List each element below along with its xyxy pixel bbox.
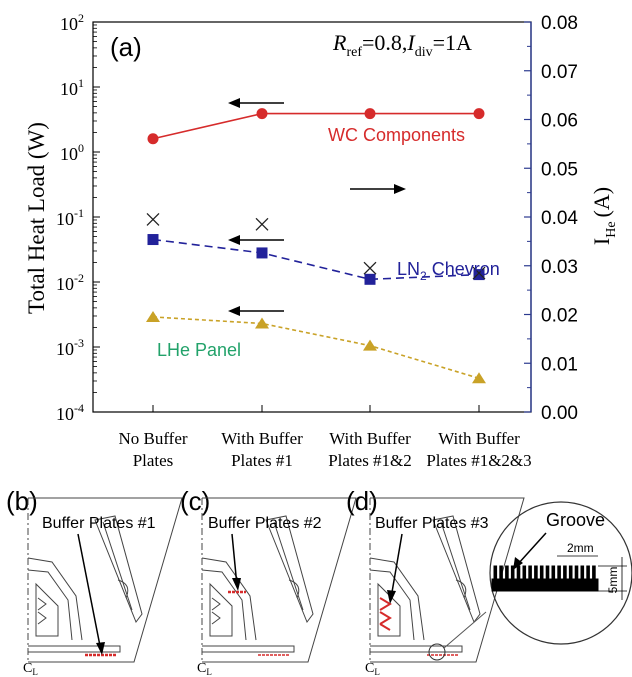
x-tick-label: With Buffer: [329, 429, 411, 448]
right-tick-label: 0.00: [541, 403, 578, 424]
groove-tooth: [586, 565, 590, 581]
right-tick-label: 0.06: [541, 111, 578, 132]
groove-tooth: [539, 565, 544, 581]
groove-tooth: [493, 565, 498, 581]
arrow-left-lhe: [228, 306, 284, 316]
groove-tooth: [499, 565, 503, 581]
data-point-square: [256, 247, 268, 259]
centerline-mark-d: CL: [365, 661, 380, 677]
left-tick-label: 100: [60, 141, 84, 164]
left-axis-title: Total Heat Load (W): [24, 122, 49, 314]
x-tick-label: Plates #1&2&3: [426, 451, 531, 470]
groove-tooth: [580, 565, 585, 581]
data-point-square: [473, 269, 485, 281]
buffer-plate-3: [379, 597, 392, 631]
panel-b-caption: Buffer Plates #1: [42, 515, 156, 532]
right-tick-label: 0.01: [541, 354, 578, 375]
data-point-triangle: [146, 310, 160, 322]
left-axis-ticks: 10-4 10-3 10-2 10-1 100 101 102: [56, 11, 100, 424]
data-point-square: [364, 273, 376, 285]
groove-tooth: [551, 565, 556, 581]
groove-tooth: [574, 565, 579, 581]
dimension-5mm: 5mm: [606, 567, 620, 594]
left-tick-label: 10-1: [56, 206, 84, 229]
x-tick-label: Plates #1: [231, 451, 293, 470]
series-line: [152, 112, 479, 140]
panel-b: (b) Buffer Plates #1 CL: [6, 486, 183, 677]
groove-tooth: [568, 565, 573, 581]
right-tick-label: 0.07: [541, 62, 578, 83]
right-tick-label: 0.05: [541, 159, 578, 180]
series-layer: [146, 108, 486, 384]
arrow-left-wc: [228, 98, 284, 108]
right-tick-label: 0.02: [541, 306, 578, 327]
panel-c-caption: Buffer Plates #2: [208, 515, 322, 532]
centerline-mark-b: CL: [23, 661, 38, 677]
data-point-circle: [147, 133, 159, 145]
data-point-circle: [256, 108, 268, 120]
groove-tooth: [528, 565, 532, 581]
data-point-x: [146, 212, 160, 226]
groove-base: [491, 578, 599, 592]
groove-tooth: [516, 565, 521, 581]
data-point-triangle: [255, 317, 269, 329]
left-tick-label: 10-3: [56, 336, 84, 359]
groove-teeth: [491, 565, 599, 592]
panel-label-b: (b): [6, 486, 38, 516]
x-axis-ticks: No Buffer Plates With Buffer Plates #1 With …: [118, 405, 532, 470]
panel-label-c: (c): [180, 486, 210, 516]
groove-tooth: [557, 565, 561, 581]
panel-d-caption: Buffer Plates #3: [375, 515, 489, 532]
groove-detail: Groove 2mm 5mm: [489, 501, 632, 645]
right-tick-label: 0.04: [541, 208, 578, 229]
x-tick-label: Plates #1&2: [328, 451, 412, 470]
arrow-left-ln2: [228, 235, 284, 245]
groove-tooth: [510, 565, 515, 581]
series-line: [152, 238, 480, 281]
arrow-right-ihe: [350, 184, 406, 194]
x-tick-label: With Buffer: [221, 429, 303, 448]
data-point-circle: [473, 108, 485, 120]
data-point-x: [363, 261, 377, 275]
left-tick-label: 10-2: [56, 271, 84, 294]
centerline-mark-c: CL: [197, 661, 212, 677]
right-axis-ticks: 0.00 0.01 0.02 0.03 0.04 0.05 0.06 0.07 0.08: [524, 13, 578, 424]
panel-c: (c) Buffer Plates #2 CL: [180, 486, 357, 677]
right-axis-title: IHe(A): [589, 187, 619, 245]
series-label-lhe: LHe Panel: [157, 340, 241, 360]
data-point-triangle: [363, 339, 377, 351]
groove-tooth: [505, 565, 509, 581]
data-point-square: [147, 234, 159, 246]
panel-label-a: (a): [110, 32, 142, 62]
x-tick-label: With Buffer: [438, 429, 520, 448]
groove-label: Groove: [546, 510, 605, 530]
left-tick-label: 10-4: [56, 401, 84, 424]
right-tick-label: 0.03: [541, 257, 578, 278]
series-label-wc: WC Components: [328, 125, 465, 145]
condition-annotation: Rref=0.8,Idiv=1A: [332, 30, 472, 60]
right-tick-label: 0.08: [541, 13, 578, 34]
data-point-circle: [364, 108, 376, 120]
series-label-ln2: LN2 Chevron: [397, 259, 500, 283]
panel-label-d: (d): [346, 486, 378, 516]
data-point-triangle: [472, 372, 486, 384]
data-point-x: [255, 217, 269, 231]
groove-tooth: [563, 565, 567, 581]
left-tick-label: 102: [60, 11, 84, 34]
groove-tooth: [522, 565, 527, 581]
groove-tooth: [592, 565, 596, 581]
data-point-x: [472, 266, 486, 280]
detail-callout-circle: [428, 643, 446, 661]
x-tick-label: Plates: [133, 451, 174, 470]
x-tick-label: No Buffer: [118, 429, 187, 448]
left-tick-label: 101: [60, 76, 84, 99]
series-line: [152, 316, 480, 380]
groove-tooth: [545, 565, 550, 581]
groove-tooth: [534, 565, 538, 581]
dimension-2mm: 2mm: [567, 541, 594, 555]
